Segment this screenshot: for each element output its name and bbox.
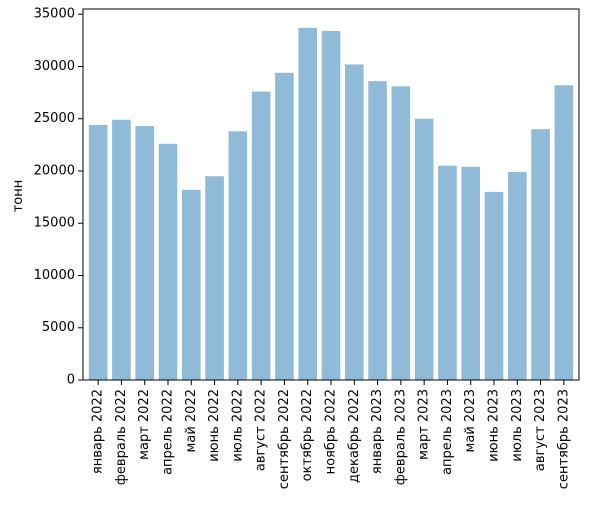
bar: [112, 119, 131, 380]
bar: [135, 126, 155, 380]
bar: [88, 125, 108, 380]
x-tick-label: май 2022: [184, 389, 199, 452]
x-tick-label: март 2023: [417, 389, 432, 460]
bar: [298, 27, 318, 381]
x-tick-label: март 2022: [137, 389, 152, 460]
bar: [368, 81, 387, 381]
y-axis: 0 5000 10000 15000 20000 25000 30000 35000: [34, 7, 83, 388]
y-tick-label: 15000: [34, 216, 75, 231]
y-tick-label: 25000: [34, 111, 75, 126]
bar: [484, 191, 504, 380]
x-tick-label: апрель 2023: [440, 389, 455, 475]
y-tick-label: 35000: [34, 7, 75, 22]
bar: [391, 86, 411, 380]
bar: [507, 172, 527, 380]
x-tick-label: июль 2022: [230, 389, 245, 462]
x-tick-label: август 2022: [254, 389, 269, 471]
x-tick-label: февраль 2023: [393, 389, 408, 485]
x-tick-label: апрель 2022: [160, 389, 175, 475]
y-tick-label: 10000: [34, 268, 75, 283]
x-tick-label: январь 2022: [91, 389, 106, 474]
y-tick-label: 30000: [34, 59, 75, 74]
bar: [275, 72, 294, 380]
bar: [228, 131, 248, 380]
bar: [438, 165, 457, 380]
x-tick-label: октябрь 2022: [300, 389, 315, 481]
bar: [158, 143, 178, 380]
y-tick-label: 5000: [42, 320, 75, 335]
bar: [554, 85, 574, 380]
x-tick-label: июнь 2022: [207, 389, 222, 462]
bar: [414, 118, 434, 380]
x-tick-label: август 2023: [533, 389, 548, 471]
x-tick-label: декабрь 2022: [347, 389, 362, 483]
bar: [205, 176, 224, 380]
bars-group: [88, 27, 574, 381]
y-tick-label: 0: [67, 373, 75, 388]
bar: [181, 189, 201, 380]
x-tick-label: сентябрь 2022: [277, 389, 292, 489]
x-tick-label: сентябрь 2023: [556, 389, 571, 489]
x-tick-label: май 2023: [463, 389, 478, 452]
x-tick-label: январь 2023: [370, 389, 385, 474]
x-tick-label: июнь 2023: [487, 389, 502, 462]
bar: [251, 91, 271, 380]
x-tick-label: ноябрь 2022: [324, 389, 339, 474]
x-tick-label: июль 2023: [510, 389, 525, 462]
bar: [344, 64, 364, 380]
x-axis: январь 2022 февраль 2022 март 2022 апрель 2…: [91, 380, 571, 489]
y-tick-label: 20000: [34, 163, 75, 178]
bar: [531, 129, 550, 380]
x-tick-label: февраль 2022: [114, 389, 129, 485]
y-axis-title: тонн: [11, 180, 26, 213]
bar: [321, 30, 341, 380]
bar: [461, 166, 481, 380]
